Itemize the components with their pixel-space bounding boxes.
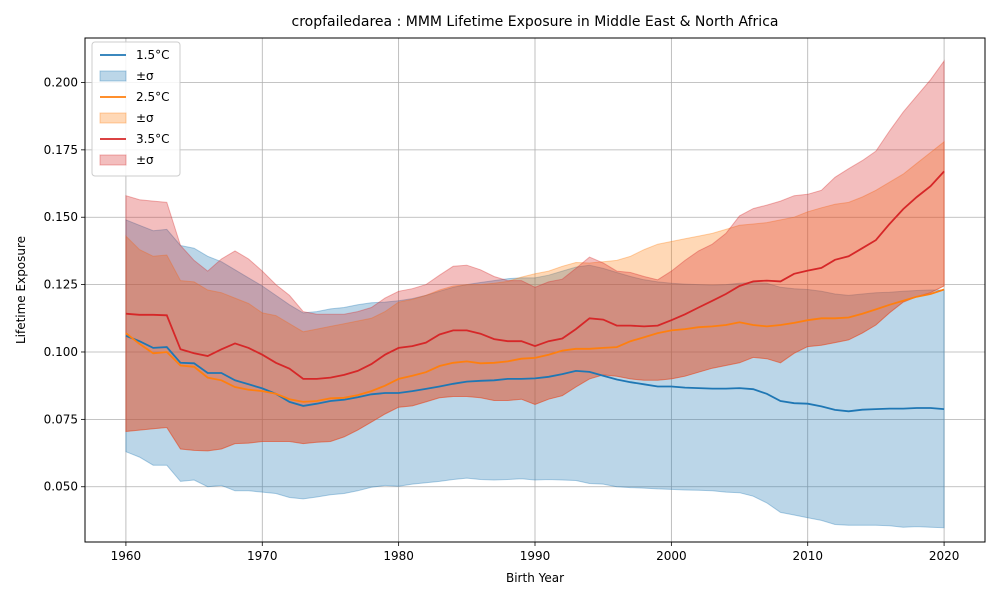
- y-tick-label: 0.125: [44, 278, 78, 292]
- x-tick-label: 2010: [792, 549, 823, 563]
- x-tick-label: 2000: [656, 549, 687, 563]
- line-25: [125, 288, 945, 403]
- band-25: [125, 140, 945, 452]
- series-lines: [125, 170, 945, 413]
- band-35: [125, 59, 945, 452]
- legend-band-label: ±σ: [136, 153, 154, 167]
- x-axis: 1960 1970 1980 1990 2000 2010 2020: [111, 542, 960, 563]
- y-tick-label: 0.075: [44, 412, 78, 426]
- y-axis-label: Lifetime Exposure: [14, 236, 28, 344]
- legend-box: [91, 41, 181, 177]
- x-axis-label: Birth Year: [506, 571, 564, 585]
- x-tick-label: 1990: [520, 549, 551, 563]
- x-tick-label: 2020: [929, 549, 960, 563]
- legend-band-label: ±σ: [136, 111, 154, 125]
- uncertainty-bands: [125, 59, 945, 529]
- x-tick-label: 1960: [111, 549, 142, 563]
- y-tick-label: 0.100: [44, 345, 78, 359]
- line-35: [125, 170, 945, 380]
- grid: [85, 38, 985, 542]
- x-tick-label: 1970: [247, 549, 278, 563]
- y-tick-label: 0.175: [44, 143, 78, 157]
- x-tick-label: 1980: [383, 549, 414, 563]
- legend-entry-label: 1.5°C: [136, 48, 169, 62]
- y-tick-label: 0.200: [44, 75, 78, 89]
- y-tick-label: 0.150: [44, 210, 78, 224]
- line-15: [125, 334, 945, 413]
- legend-band-label: ±σ: [136, 69, 154, 83]
- legend-band-swatch: [99, 154, 127, 166]
- legend-entry-label: 2.5°C: [136, 90, 169, 104]
- band-15: [125, 219, 945, 529]
- y-axis: 0.050 0.075 0.100 0.125 0.150 0.175 0.200: [44, 75, 85, 494]
- legend-entry-label: 3.5°C: [136, 132, 169, 146]
- legend-band-swatch: [99, 70, 127, 82]
- chart-title: cropfailedarea : MMM Lifetime Exposure i…: [292, 14, 779, 30]
- legend-band-swatch: [99, 112, 127, 124]
- y-tick-label: 0.050: [44, 480, 78, 494]
- legend: 1.5°C ±σ 2.5°C ±σ 3.5°C ±σ: [91, 41, 181, 177]
